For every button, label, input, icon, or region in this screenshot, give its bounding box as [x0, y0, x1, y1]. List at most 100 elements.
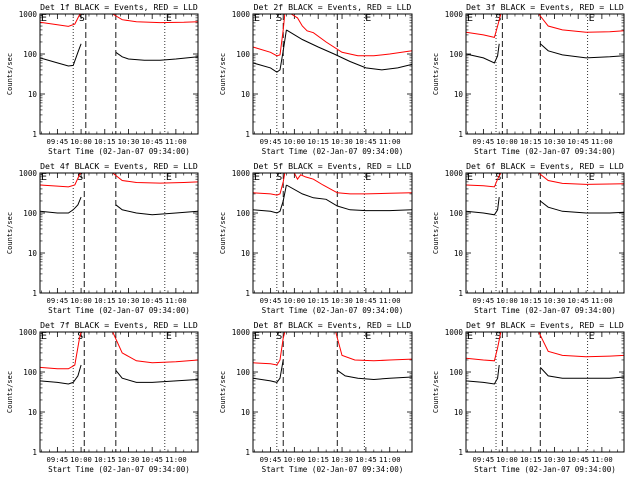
lld-rate-line	[290, 13, 413, 57]
events-rate-line	[286, 184, 413, 212]
events-rate-line	[252, 184, 287, 214]
x-tick-label: 10:30	[118, 296, 140, 305]
marker-label-e: E	[467, 172, 473, 183]
events-rate-line	[286, 29, 413, 71]
x-tick-label: 10:15	[520, 455, 542, 464]
y-axis-label: Counts/sec	[432, 53, 440, 95]
chart-title: Det 3f BLACK = Events, RED = LLD	[466, 2, 624, 12]
plot-frame	[252, 331, 413, 453]
x-tick-label: 11:00	[591, 137, 613, 146]
marker-label-e: E	[589, 331, 595, 342]
x-axis-label: Start Time (02-Jan-07 09:34:00)	[262, 465, 404, 474]
y-tick-label: 100	[23, 368, 37, 377]
events-rate-line	[539, 367, 625, 379]
chart-panel-8: Det 8f BLACK = Events, RED = LLD Counts/s…	[219, 320, 413, 474]
y-tick-label: 1	[32, 289, 37, 298]
y-tick-label: 10	[28, 249, 38, 258]
lld-rate-line	[112, 13, 199, 24]
chart-title: Det 1f BLACK = Events, RED = LLD	[40, 2, 198, 12]
x-tick-label: 10:15	[520, 137, 542, 146]
x-tick-label: 11:00	[379, 137, 401, 146]
x-tick-label: 10:00	[496, 296, 518, 305]
events-rate-line	[252, 359, 284, 383]
y-axis-label: Counts/sec	[432, 371, 440, 413]
x-tick-label: 10:45	[355, 296, 377, 305]
events-rate-line	[39, 43, 82, 67]
x-axis-label: Start Time (02-Jan-07 09:34:00)	[474, 147, 616, 156]
marker-label-e: E	[467, 331, 473, 342]
x-axis-label: Start Time (02-Jan-07 09:34:00)	[474, 306, 616, 315]
lld-rate-line	[252, 13, 286, 57]
y-tick-label: 10	[28, 90, 38, 99]
chart-title: Det 9f BLACK = Events, RED = LLD	[466, 320, 624, 330]
x-tick-label: 10:30	[331, 455, 353, 464]
marker-label-s: S	[276, 172, 282, 183]
marker-label-e: E	[254, 13, 260, 24]
x-tick-label: 10:30	[331, 137, 353, 146]
x-tick-label: 10:45	[567, 455, 589, 464]
x-tick-label: 11:00	[379, 455, 401, 464]
events-rate-line	[115, 204, 199, 216]
marker-label-e: E	[166, 331, 172, 342]
y-tick-label: 1000	[445, 328, 464, 337]
x-tick-label: 10:30	[544, 137, 566, 146]
x-tick-label: 10:15	[94, 296, 116, 305]
lld-rate-line	[112, 331, 199, 364]
y-axis-label: Counts/sec	[432, 212, 440, 254]
y-tick-label: 1000	[19, 328, 38, 337]
y-tick-label: 100	[236, 368, 250, 377]
x-tick-label: 10:45	[141, 296, 163, 305]
lld-rate-line	[252, 331, 286, 366]
y-tick-label: 10	[454, 90, 464, 99]
y-tick-label: 100	[449, 368, 463, 377]
y-tick-label: 100	[449, 50, 463, 59]
marker-label-e: E	[589, 13, 595, 24]
y-tick-label: 1	[32, 448, 37, 457]
events-rate-line	[465, 43, 500, 64]
y-tick-label: 10	[454, 249, 464, 258]
marker-label-e: E	[41, 13, 47, 24]
x-tick-label: 10:30	[118, 137, 140, 146]
events-rate-line	[115, 369, 199, 383]
events-rate-line	[465, 364, 500, 385]
x-tick-label: 10:15	[307, 137, 329, 146]
x-tick-label: 10:15	[307, 296, 329, 305]
x-axis-label: Start Time (02-Jan-07 09:34:00)	[48, 465, 190, 474]
y-tick-label: 10	[241, 90, 251, 99]
lld-rate-line	[39, 331, 82, 370]
x-tick-label: 10:00	[496, 137, 518, 146]
y-tick-label: 1000	[19, 169, 38, 178]
lld-rate-line	[293, 172, 413, 195]
chart-panel-1: Det 1f BLACK = Events, RED = LLD Counts/s…	[6, 2, 199, 156]
y-tick-label: 1000	[232, 169, 251, 178]
chart-title: Det 8f BLACK = Events, RED = LLD	[254, 320, 412, 330]
y-tick-label: 10	[241, 408, 251, 417]
chart-panel-6: Det 6f BLACK = Events, RED = LLD Counts/s…	[432, 161, 625, 315]
y-tick-label: 100	[236, 50, 250, 59]
x-tick-label: 10:00	[284, 296, 306, 305]
chart-title: Det 4f BLACK = Events, RED = LLD	[40, 161, 198, 171]
x-axis-label: Start Time (02-Jan-07 09:34:00)	[262, 147, 404, 156]
x-tick-label: 09:45	[47, 296, 69, 305]
events-rate-line	[337, 369, 413, 381]
x-tick-label: 10:30	[118, 455, 140, 464]
x-tick-label: 10:45	[567, 137, 589, 146]
x-tick-label: 09:45	[260, 455, 282, 464]
events-rate-line	[115, 51, 199, 61]
y-tick-label: 1000	[19, 10, 38, 19]
x-tick-label: 10:30	[544, 296, 566, 305]
plot-frame	[465, 331, 625, 453]
marker-label-e: E	[365, 172, 371, 183]
y-tick-label: 1	[32, 130, 37, 139]
chart-panel-5: Det 5f BLACK = Events, RED = LLD Counts/s…	[219, 161, 413, 315]
y-tick-label: 100	[23, 50, 37, 59]
plot-frame	[39, 172, 199, 294]
x-tick-label: 10:45	[141, 137, 163, 146]
y-axis-label: Counts/sec	[6, 212, 14, 254]
lld-rate-line	[39, 13, 82, 27]
y-tick-label: 1000	[445, 169, 464, 178]
y-tick-label: 100	[23, 209, 37, 218]
lld-rate-line	[112, 172, 199, 184]
chart-panel-2: Det 2f BLACK = Events, RED = LLD Counts/s…	[219, 2, 413, 156]
plot-frame	[252, 172, 413, 294]
